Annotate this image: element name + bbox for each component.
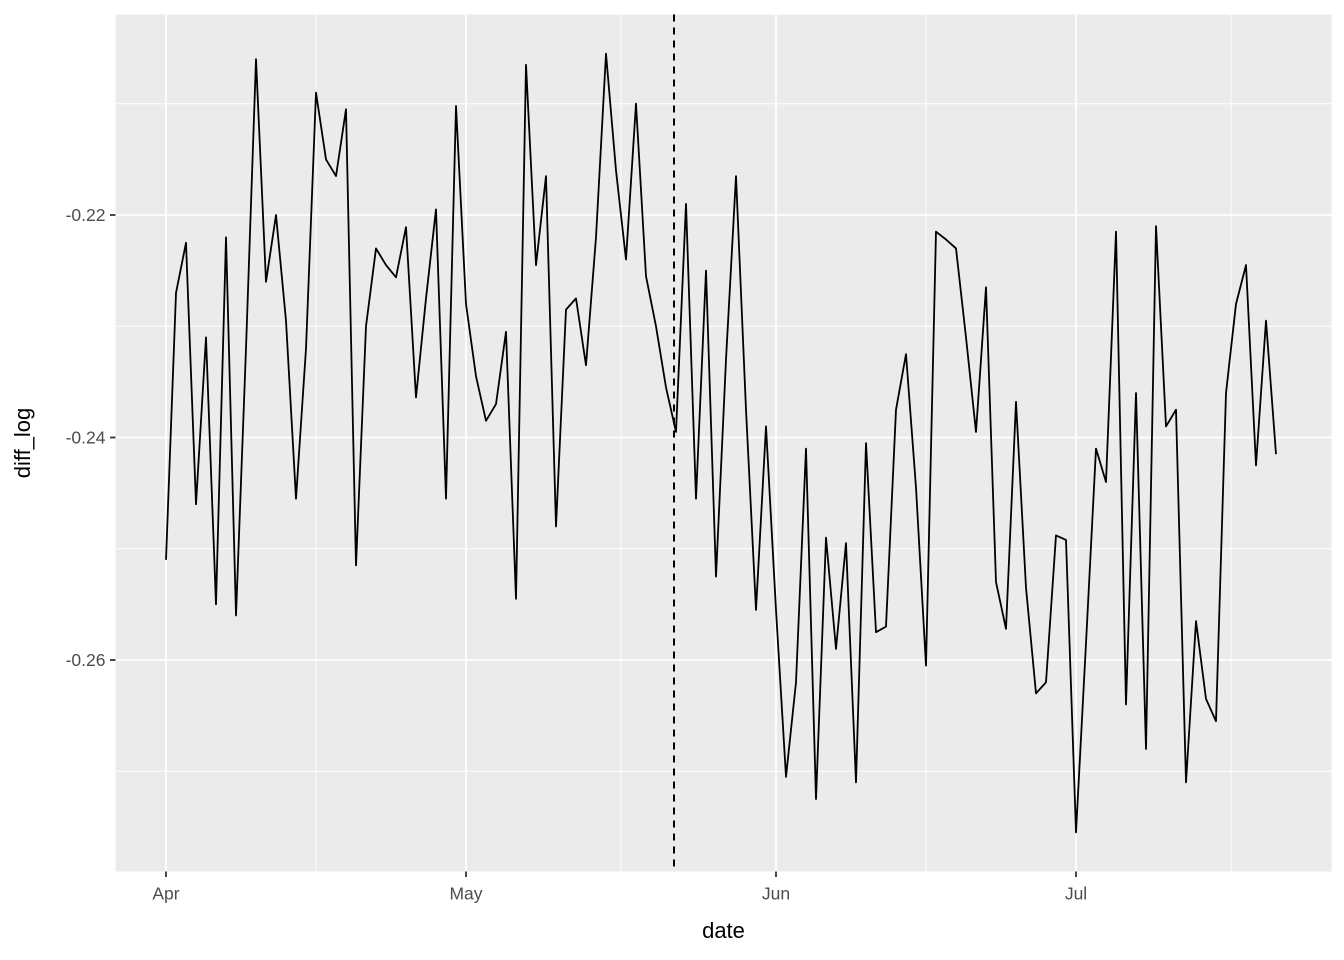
x-tick-label: May [449,884,482,904]
x-tick-label: Jun [762,884,790,904]
diff-log-data-line [165,52,1277,834]
y-axis-title: diff_log [10,408,35,479]
y-tick-label: -0.22 [66,205,106,225]
y-tick-label: -0.26 [66,650,106,670]
x-axis-title: date [702,918,745,943]
y-tick-label: -0.24 [66,428,106,448]
x-tick-label: Apr [152,884,179,904]
x-tick-label: Jul [1065,884,1087,904]
plot-panel [115,14,1332,872]
